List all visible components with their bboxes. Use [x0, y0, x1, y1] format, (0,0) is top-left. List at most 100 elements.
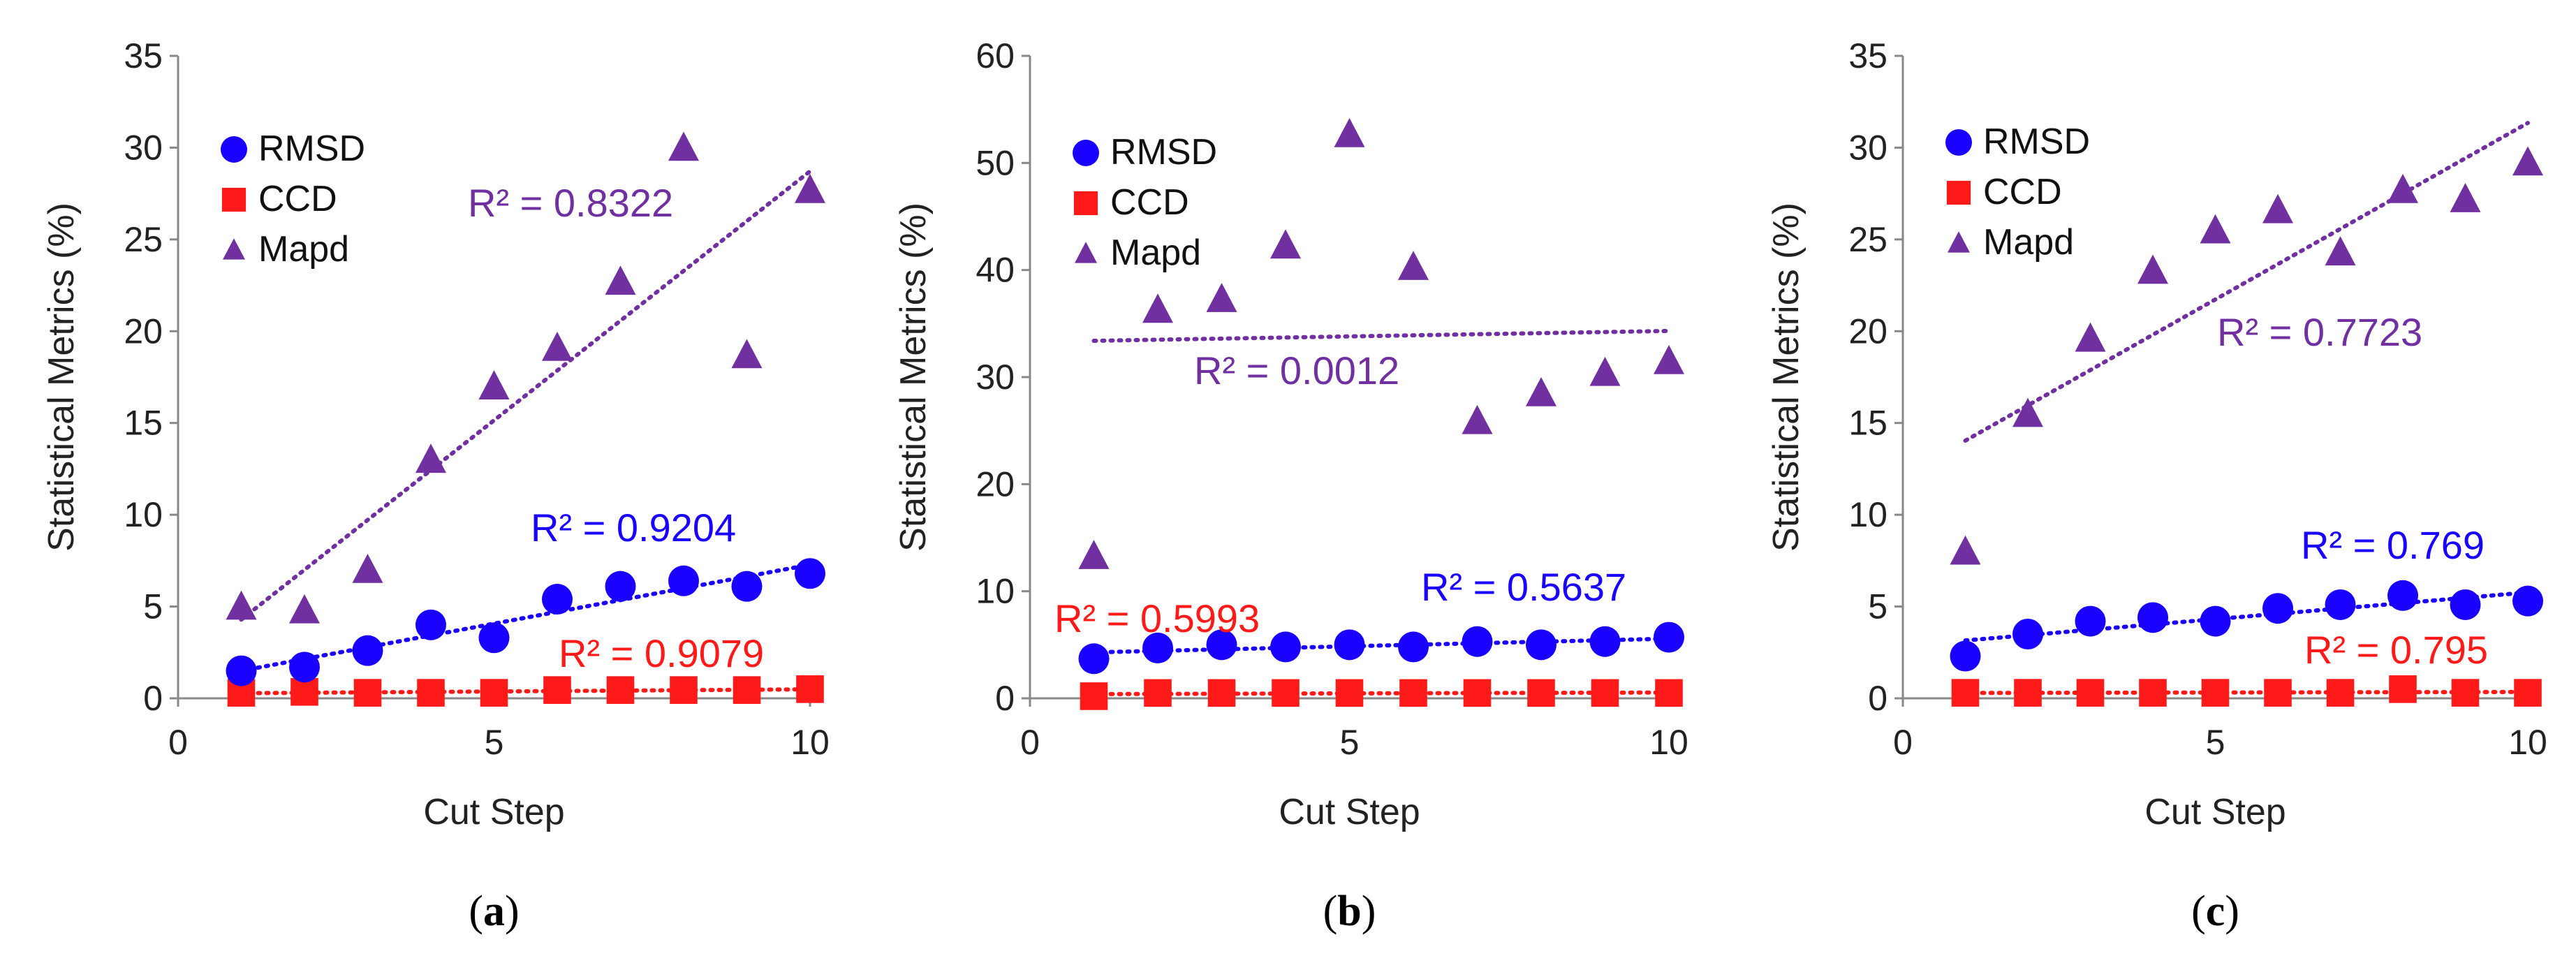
- point-ccd: [670, 676, 698, 704]
- x-tick-label: 0: [1893, 723, 1913, 762]
- x-axis-title: Cut Step: [2144, 792, 2286, 832]
- point-ccd: [480, 679, 508, 707]
- legend-label-rmsd: RMSD: [258, 128, 365, 169]
- point-mapd: [1334, 117, 1365, 147]
- x-axis-title: Cut Step: [1279, 792, 1420, 832]
- trendline-mapd: [239, 169, 812, 622]
- y-tick-label: 0: [1868, 679, 1887, 718]
- legend-marker-mapd: [223, 238, 245, 260]
- y-tick-label: 20: [976, 464, 1015, 503]
- panel-label: (a): [469, 888, 519, 935]
- point-mapd: [2262, 193, 2293, 223]
- point-rmsd: [2137, 602, 2168, 633]
- x-tick-label: 5: [2206, 723, 2225, 762]
- trendline-mapd: [1091, 328, 1671, 344]
- trendline-ccd: [1963, 689, 2530, 696]
- point-mapd: [1206, 283, 1237, 312]
- point-mapd: [2012, 397, 2043, 427]
- point-rmsd: [795, 558, 825, 589]
- r-squared-label-mapd: R² = 0.8322: [468, 181, 673, 225]
- trendline-mapd: [1963, 121, 2530, 443]
- point-ccd: [1080, 682, 1108, 710]
- legend-marker-rmsd: [1945, 129, 1972, 156]
- point-rmsd: [1950, 640, 1981, 672]
- point-rmsd: [1270, 631, 1301, 663]
- point-mapd: [1142, 293, 1173, 323]
- point-mapd: [1398, 251, 1429, 280]
- point-ccd: [290, 678, 318, 706]
- y-tick-label: 25: [1848, 220, 1887, 259]
- point-mapd: [605, 265, 636, 295]
- point-mapd: [2387, 173, 2418, 203]
- y-tick-label: 60: [976, 36, 1015, 75]
- point-mapd: [2075, 322, 2106, 352]
- point-ccd: [2326, 679, 2355, 707]
- point-ccd: [796, 675, 824, 703]
- point-rmsd: [1462, 626, 1493, 657]
- y-tick-label: 20: [124, 311, 163, 351]
- point-mapd: [668, 131, 699, 161]
- point-ccd: [606, 676, 635, 704]
- trendline-rmsd: [1091, 636, 1671, 655]
- point-mapd: [2200, 214, 2231, 244]
- trendline-ccd: [239, 687, 812, 696]
- point-mapd: [1270, 229, 1301, 259]
- y-tick-label: 20: [1848, 311, 1887, 351]
- r-squared-label-ccd: R² = 0.795: [2304, 628, 2488, 672]
- point-rmsd: [668, 565, 699, 596]
- y-tick-label: 25: [124, 220, 163, 259]
- x-tick-label: 0: [168, 723, 188, 762]
- panel-label-letter: c: [2206, 888, 2225, 935]
- legend-label-mapd: Mapd: [1983, 222, 2074, 263]
- trendline-rmsd: [1963, 590, 2530, 643]
- point-mapd: [415, 443, 446, 473]
- point-ccd: [1399, 679, 1427, 707]
- r-squared-label-rmsd: R² = 0.769: [2301, 523, 2485, 567]
- legend-marker-rmsd: [221, 136, 247, 163]
- point-ccd: [2451, 679, 2480, 707]
- point-ccd: [2264, 679, 2292, 707]
- x-tick-label: 10: [2508, 723, 2547, 762]
- point-ccd: [1527, 679, 1555, 707]
- point-ccd: [1951, 679, 1980, 707]
- point-ccd: [1207, 679, 1236, 707]
- point-mapd: [352, 554, 383, 583]
- point-ccd: [417, 679, 445, 707]
- point-rmsd: [1078, 643, 1110, 675]
- y-axis-title: Statistical Metrics (%): [893, 203, 934, 552]
- legend-label-ccd: CCD: [1110, 182, 1189, 223]
- y-tick-label: 30: [1848, 128, 1887, 167]
- r-squared-label-mapd: R² = 0.0012: [1194, 348, 1399, 392]
- y-axis-title: Statistical Metrics (%): [41, 203, 82, 552]
- point-mapd: [1654, 345, 1684, 374]
- r-squared-label-ccd: R² = 0.9079: [559, 631, 764, 675]
- legend-label-rmsd: RMSD: [1110, 132, 1217, 172]
- chart-panel-a: 0 5 10 15 20 25 30 35 0 5 10 Cut Step Statistical Me…: [41, 36, 830, 935]
- point-ccd: [2014, 679, 2042, 707]
- point-rmsd: [226, 655, 257, 686]
- point-mapd: [1526, 377, 1556, 406]
- point-mapd: [731, 339, 763, 369]
- y-tick-label: 35: [124, 36, 163, 75]
- y-tick-label: 15: [1848, 404, 1887, 443]
- legend-marker-mapd: [1948, 231, 1970, 253]
- r-squared-label-rmsd: R² = 0.5637: [1421, 565, 1626, 609]
- y-tick-label: 10: [976, 572, 1015, 611]
- point-ccd: [353, 679, 382, 707]
- legend-label-mapd: Mapd: [1110, 233, 1201, 273]
- y-tick-label: 15: [124, 404, 163, 443]
- point-mapd: [226, 590, 257, 620]
- x-tick-label: 5: [485, 723, 504, 762]
- r-squared-label-mapd: R² = 0.7723: [2217, 310, 2422, 354]
- point-mapd: [289, 594, 320, 624]
- point-rmsd: [2200, 605, 2231, 637]
- panel-label: (b): [1323, 888, 1376, 935]
- point-ccd: [543, 676, 571, 704]
- point-ccd: [2201, 679, 2230, 707]
- point-ccd: [2389, 675, 2417, 703]
- point-mapd: [2512, 146, 2543, 176]
- point-rmsd: [2012, 619, 2043, 649]
- x-tick-label: 0: [1020, 723, 1040, 762]
- point-rmsd: [1206, 629, 1237, 661]
- r-squared-label-ccd: R² = 0.5993: [1054, 596, 1260, 640]
